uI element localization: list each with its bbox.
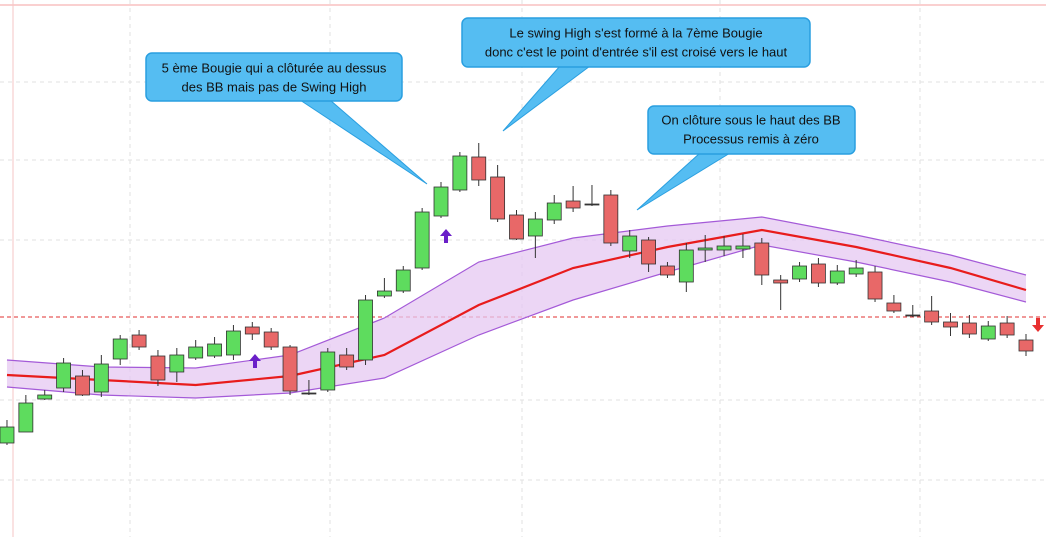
candle-body: [339, 354, 355, 368]
callout: On clôture sous le haut des BB Processus…: [636, 105, 856, 211]
candle-body: [848, 267, 864, 275]
candle-body: [414, 211, 430, 269]
candle-body: [678, 249, 694, 283]
callout-text: des BB mais pas de Swing High: [182, 79, 367, 94]
candle-body: [641, 239, 656, 265]
candle-body: [924, 310, 940, 323]
candle-body: [131, 334, 147, 348]
candle-body: [716, 245, 732, 251]
candle-body: [320, 351, 336, 391]
candle-body: [829, 270, 845, 284]
signals: [249, 229, 1044, 368]
candle-body: [37, 394, 53, 400]
candle-body: [943, 321, 958, 328]
candle-body: [622, 235, 638, 252]
candle-body: [226, 330, 241, 356]
candle-body: [886, 302, 902, 312]
candle-body: [735, 245, 751, 250]
candle-body: [150, 355, 166, 381]
band-fill: [6, 217, 1026, 398]
candle-body: [905, 314, 921, 317]
candle-body: [867, 271, 883, 300]
candle-body: [961, 322, 977, 335]
callout-text: donc c'est le point d'entrée s'il est cr…: [485, 44, 788, 59]
callout-text: 5 ème Bougie qui a clôturée au dessus: [162, 60, 387, 75]
callout-text: On clôture sous le haut des BB: [661, 112, 840, 127]
candle-body: [301, 392, 317, 395]
callout: Le swing High s'est formé à la 7ème Boug…: [461, 17, 811, 132]
candle-body: [207, 343, 222, 357]
callout-box: [145, 52, 403, 102]
candle-body: [112, 338, 128, 360]
candle-body: [471, 156, 487, 181]
callout-tail: [502, 65, 592, 132]
candle-body: [93, 363, 109, 393]
candle-body: [584, 203, 600, 206]
candle-body: [792, 265, 807, 280]
candle-body: [18, 402, 34, 433]
candles: [0, 143, 1034, 445]
candle-body: [188, 346, 204, 359]
candle-body: [56, 362, 71, 389]
candle-body: [376, 290, 392, 297]
candle-body: [263, 331, 279, 348]
middle-band: [6, 228, 1027, 387]
candle-body: [546, 202, 562, 221]
candle-body: [75, 375, 90, 396]
candle-body: [660, 265, 675, 276]
candle-body: [169, 354, 185, 373]
candle-body: [433, 186, 449, 217]
up-arrow: [440, 229, 452, 243]
callout-tail: [298, 99, 428, 185]
candle-body: [452, 155, 468, 191]
candle-body: [282, 346, 298, 392]
candle-body: [980, 325, 996, 340]
candle-body: [490, 176, 506, 220]
outer-band: [6, 244, 1027, 399]
candle-body: [754, 242, 770, 276]
callout-box: [461, 17, 811, 68]
candle-body: [565, 200, 581, 209]
callout-text: Le swing High s'est formé à la 7ème Boug…: [509, 25, 762, 40]
down-arrow: [1032, 318, 1044, 332]
candle-body: [358, 299, 373, 361]
candle-body: [999, 322, 1015, 336]
callout: 5 ème Bougie qui a clôturée au dessus de…: [145, 52, 428, 185]
candle-body: [395, 269, 411, 292]
callout-text: Processus remis à zéro: [683, 131, 819, 146]
candle-body: [811, 263, 826, 284]
callout-tail: [636, 152, 732, 211]
candle-body: [697, 247, 713, 251]
callout-box: [647, 105, 856, 155]
candle-body: [527, 218, 543, 237]
candle-body: [603, 194, 619, 244]
candle-body: [1018, 339, 1034, 352]
candle-body: [0, 426, 15, 444]
candle-body: [244, 326, 260, 335]
up-arrow: [249, 354, 261, 368]
candle-body: [773, 279, 789, 284]
candle-body: [509, 214, 524, 240]
callouts: 5 ème Bougie qui a clôturée au dessus de…: [145, 17, 856, 211]
bands: [0, 216, 1046, 399]
